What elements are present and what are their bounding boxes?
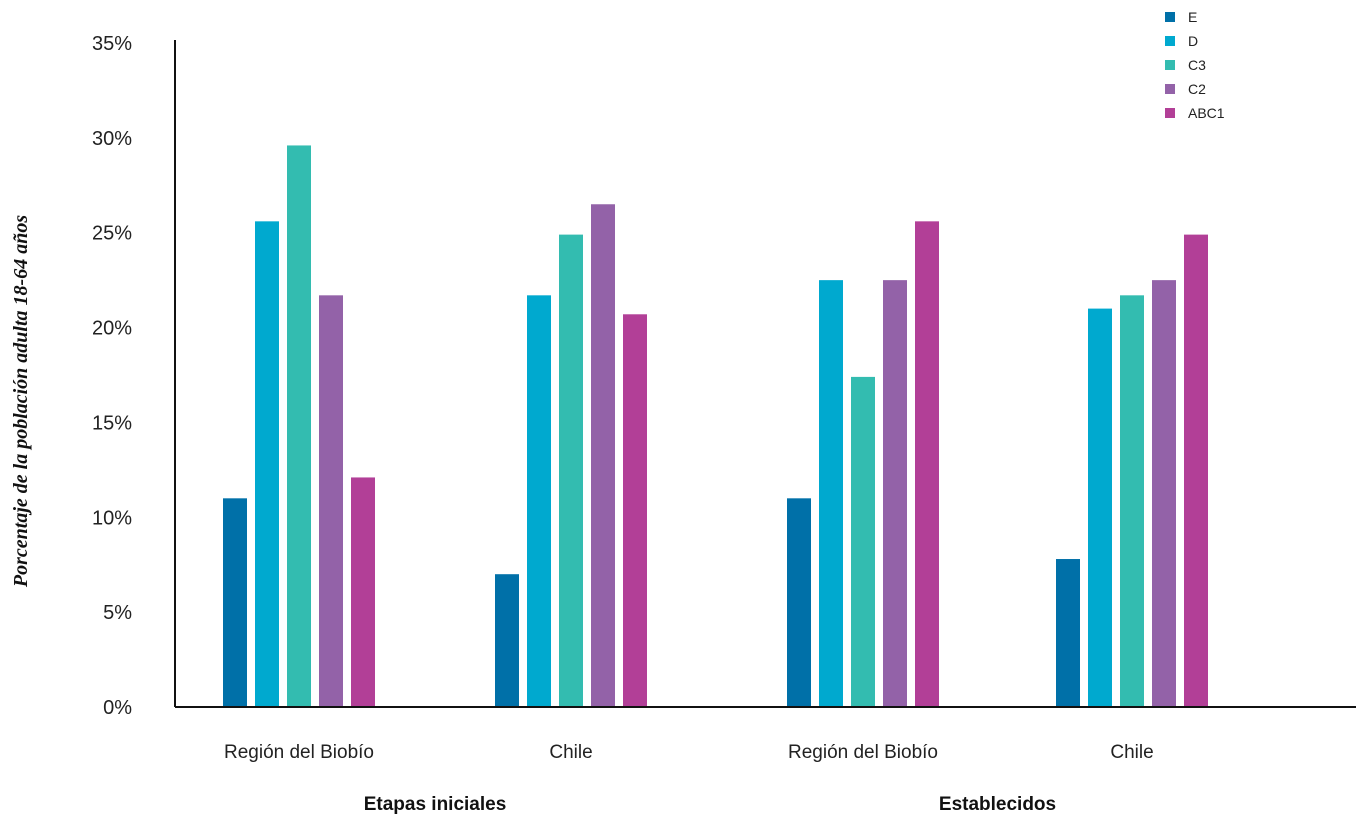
bar-abc1-0 <box>351 477 375 707</box>
y-tick-label: 0% <box>103 697 132 719</box>
y-tick-label: 15% <box>92 412 132 434</box>
group-label: Etapas iniciales <box>364 794 507 815</box>
category-label: Región del Biobío <box>788 742 938 763</box>
bar-d-0 <box>255 221 279 707</box>
group-labels: Etapas iniciales Establecidos <box>364 794 1056 815</box>
legend-swatch-abc1 <box>1165 108 1175 118</box>
bar-abc1-1 <box>623 314 647 707</box>
legend-label: E <box>1188 9 1197 25</box>
bar-c3-0 <box>287 145 311 708</box>
y-tick-label: 5% <box>103 602 132 624</box>
y-tick-label: 10% <box>92 507 132 529</box>
y-axis-label: Porcentaje de la población adulta 18-64 … <box>10 215 32 588</box>
category-label: Región del Biobío <box>224 742 374 763</box>
legend: ED C3 C2 ABC1 <box>1165 9 1225 121</box>
bar-c3-1 <box>559 234 583 707</box>
bar-c2-3 <box>1152 280 1176 707</box>
bar-e-3 <box>1056 559 1080 707</box>
legend-swatch-e <box>1165 12 1175 22</box>
bar-abc1-3 <box>1184 234 1208 707</box>
bar-d-1 <box>527 295 551 707</box>
bar-e-1 <box>495 574 519 707</box>
bar-d-3 <box>1088 308 1112 707</box>
legend-label: C2 <box>1188 81 1206 97</box>
y-axis-ticks: 0% 5% 10% 15% 20% 25% 30% 35% <box>92 33 132 719</box>
bar-c2-1 <box>591 204 615 707</box>
bars <box>223 145 1208 708</box>
bar-c2-2 <box>883 280 907 707</box>
y-tick-label: 25% <box>92 223 132 245</box>
group-label: Establecidos <box>939 794 1056 815</box>
category-label: Chile <box>1110 742 1153 763</box>
legend-swatch-c3 <box>1165 60 1175 70</box>
legend-label: D <box>1188 33 1198 49</box>
legend-swatch-c2 <box>1165 84 1175 94</box>
bar-abc1-2 <box>915 221 939 707</box>
bar-c3-3 <box>1120 295 1144 707</box>
legend-swatch-d <box>1165 36 1175 46</box>
legend-label: ABC1 <box>1188 105 1225 121</box>
bar-e-2 <box>787 498 811 707</box>
category-labels: Región del Biobío Chile Región del Biobío C… <box>224 742 1154 763</box>
y-tick-label: 20% <box>92 318 132 340</box>
bar-e-0 <box>223 498 247 707</box>
bar-c3-2 <box>851 376 875 707</box>
category-label: Chile <box>549 742 592 763</box>
y-tick-label: 30% <box>92 128 132 150</box>
legend-label: C3 <box>1188 57 1206 73</box>
y-tick-label: 35% <box>92 33 132 55</box>
bar-c2-0 <box>319 295 343 707</box>
bar-d-2 <box>819 280 843 707</box>
